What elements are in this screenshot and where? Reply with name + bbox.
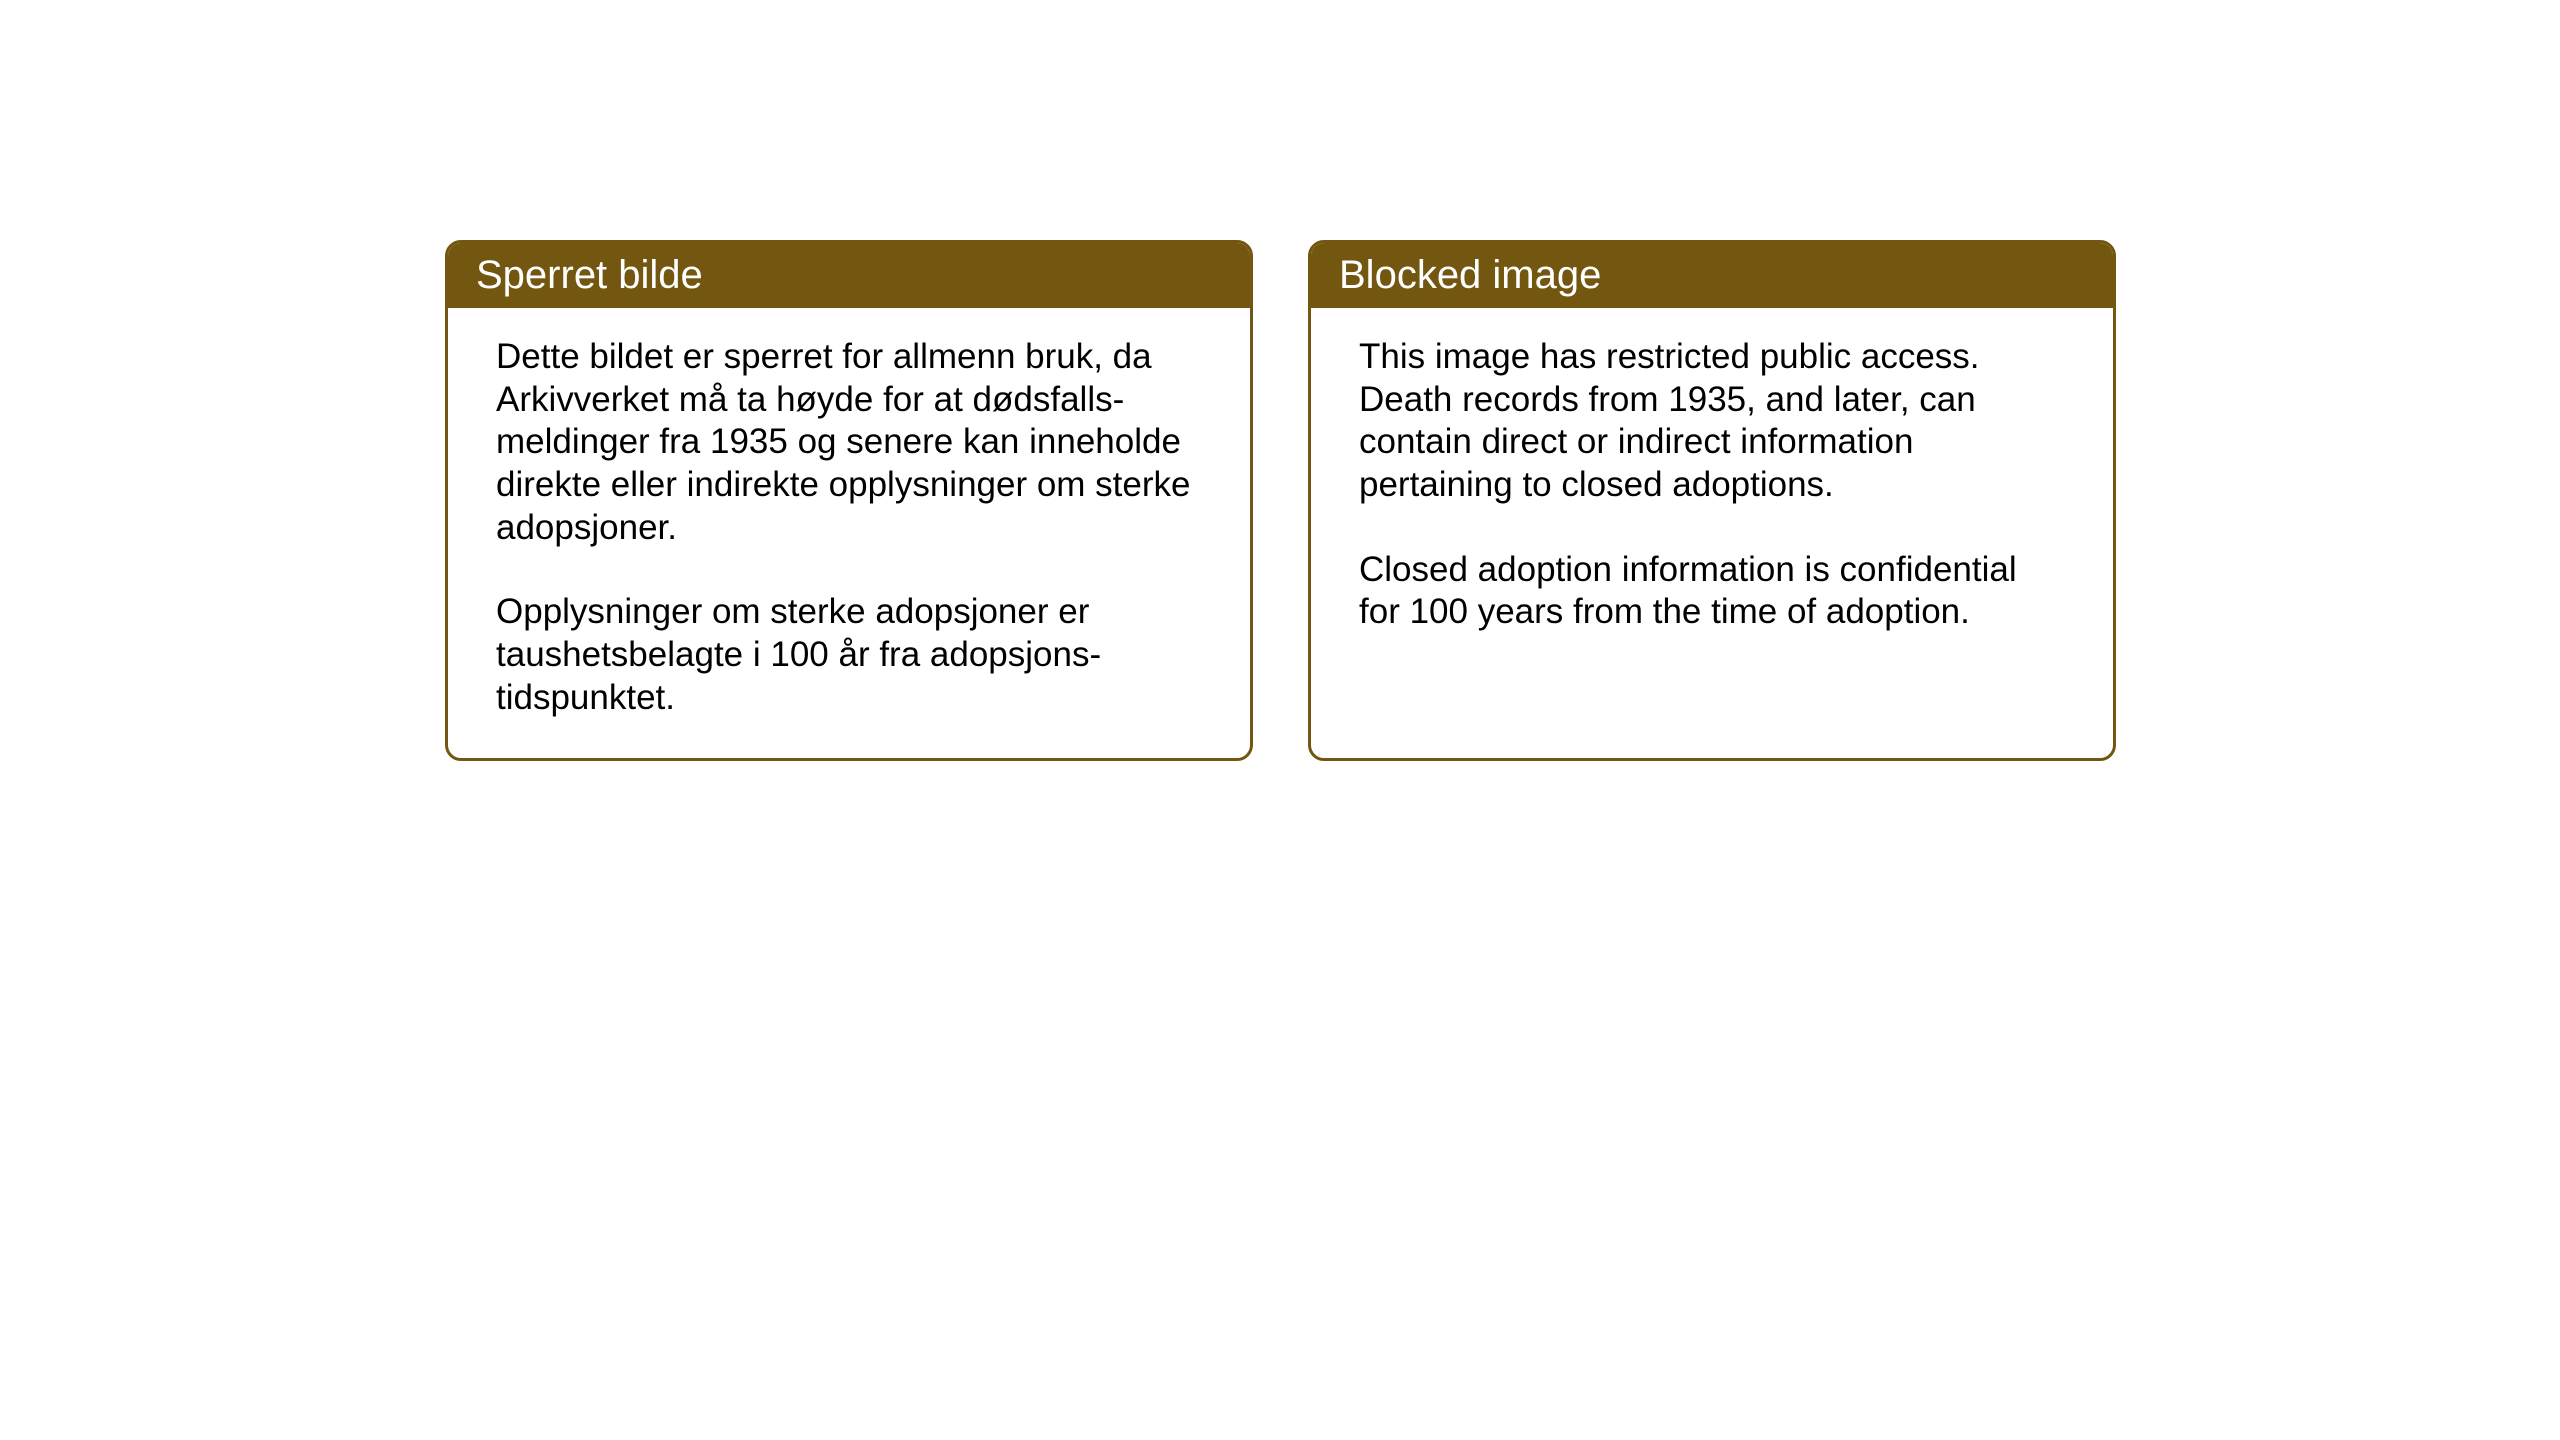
card-english: Blocked image This image has restricted … [1308,240,2116,761]
card-body-english: This image has restricted public access.… [1311,308,2113,758]
card-paragraph-norwegian-1: Dette bildet er sperret for allmenn bruk… [496,336,1202,549]
card-paragraph-english-2: Closed adoption information is confident… [1359,549,2065,634]
card-title-english: Blocked image [1339,253,1601,297]
card-body-norwegian: Dette bildet er sperret for allmenn bruk… [448,308,1250,758]
card-header-english: Blocked image [1311,243,2113,308]
cards-container: Sperret bilde Dette bildet er sperret fo… [445,240,2116,761]
card-title-norwegian: Sperret bilde [476,253,703,297]
card-norwegian: Sperret bilde Dette bildet er sperret fo… [445,240,1253,761]
card-paragraph-norwegian-2: Opplysninger om sterke adopsjoner er tau… [496,591,1202,719]
card-header-norwegian: Sperret bilde [448,243,1250,308]
card-paragraph-english-1: This image has restricted public access.… [1359,336,2065,507]
